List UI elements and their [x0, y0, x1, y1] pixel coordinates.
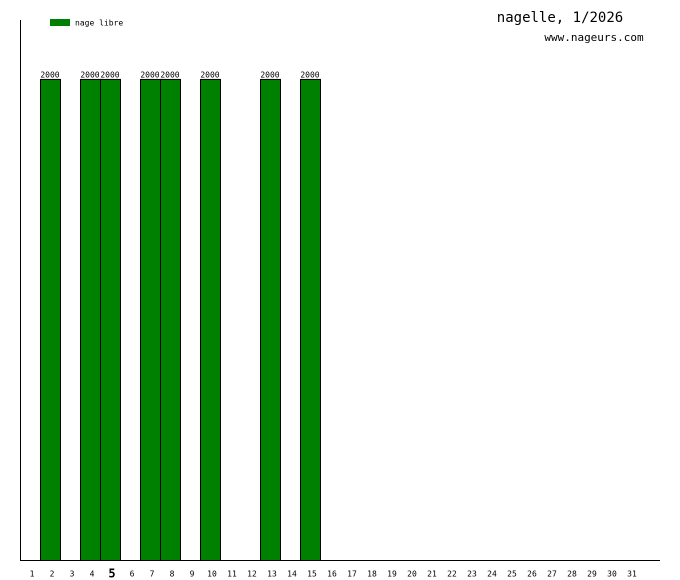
x-tick-label: 30: [607, 570, 617, 579]
legend-label: nage libre: [75, 19, 123, 28]
x-tick-label: 6: [130, 570, 135, 579]
x-tick-label: 15: [307, 570, 317, 579]
legend-swatch: [50, 19, 70, 26]
x-tick-label: 24: [487, 570, 497, 579]
x-tick-label: 19: [387, 570, 397, 579]
x-tick-label: 4: [90, 570, 95, 579]
value-label: 2000: [80, 70, 99, 79]
x-tick-label: 16: [327, 570, 337, 579]
x-tick-label: 28: [567, 570, 577, 579]
value-label: 2000: [140, 70, 159, 79]
chart-title: nagelle, 1/2026: [497, 10, 623, 26]
bar: [40, 78, 61, 561]
value-label: 2000: [160, 70, 179, 79]
x-tick-label: 23: [467, 570, 477, 579]
x-tick-label: 10: [207, 570, 217, 579]
x-tick-label: 12: [247, 570, 257, 579]
x-tick-label: 25: [507, 570, 517, 579]
bar: [100, 78, 121, 561]
bar: [260, 78, 281, 561]
value-label: 2000: [100, 70, 119, 79]
bar: [80, 78, 101, 561]
value-label: 2000: [260, 70, 279, 79]
bar: [140, 78, 161, 561]
x-tick-label: 21: [427, 570, 437, 579]
x-tick-label: 29: [587, 570, 597, 579]
x-tick-label: 5: [108, 567, 115, 580]
x-tick-label: 22: [447, 570, 457, 579]
x-tick-label: 26: [527, 570, 537, 579]
value-label: 2000: [300, 70, 319, 79]
x-tick-label: 7: [150, 570, 155, 579]
x-tick-label: 11: [227, 570, 237, 579]
chart-subtitle: www.nageurs.com: [544, 31, 644, 44]
bar: [200, 78, 221, 561]
x-tick-label: 2: [50, 570, 55, 579]
x-tick-label: 20: [407, 570, 417, 579]
x-tick-label: 27: [547, 570, 557, 579]
x-tick-label: 1: [30, 570, 35, 579]
bar: [160, 78, 181, 561]
bar: [300, 78, 321, 561]
x-tick-label: 13: [267, 570, 277, 579]
x-tick-label: 17: [347, 570, 357, 579]
value-label: 2000: [200, 70, 219, 79]
x-tick-label: 31: [627, 570, 637, 579]
value-label: 2000: [40, 70, 59, 79]
x-tick-label: 18: [367, 570, 377, 579]
x-tick-label: 8: [170, 570, 175, 579]
x-tick-label: 14: [287, 570, 297, 579]
x-tick-label: 9: [190, 570, 195, 579]
x-tick-label: 3: [70, 570, 75, 579]
